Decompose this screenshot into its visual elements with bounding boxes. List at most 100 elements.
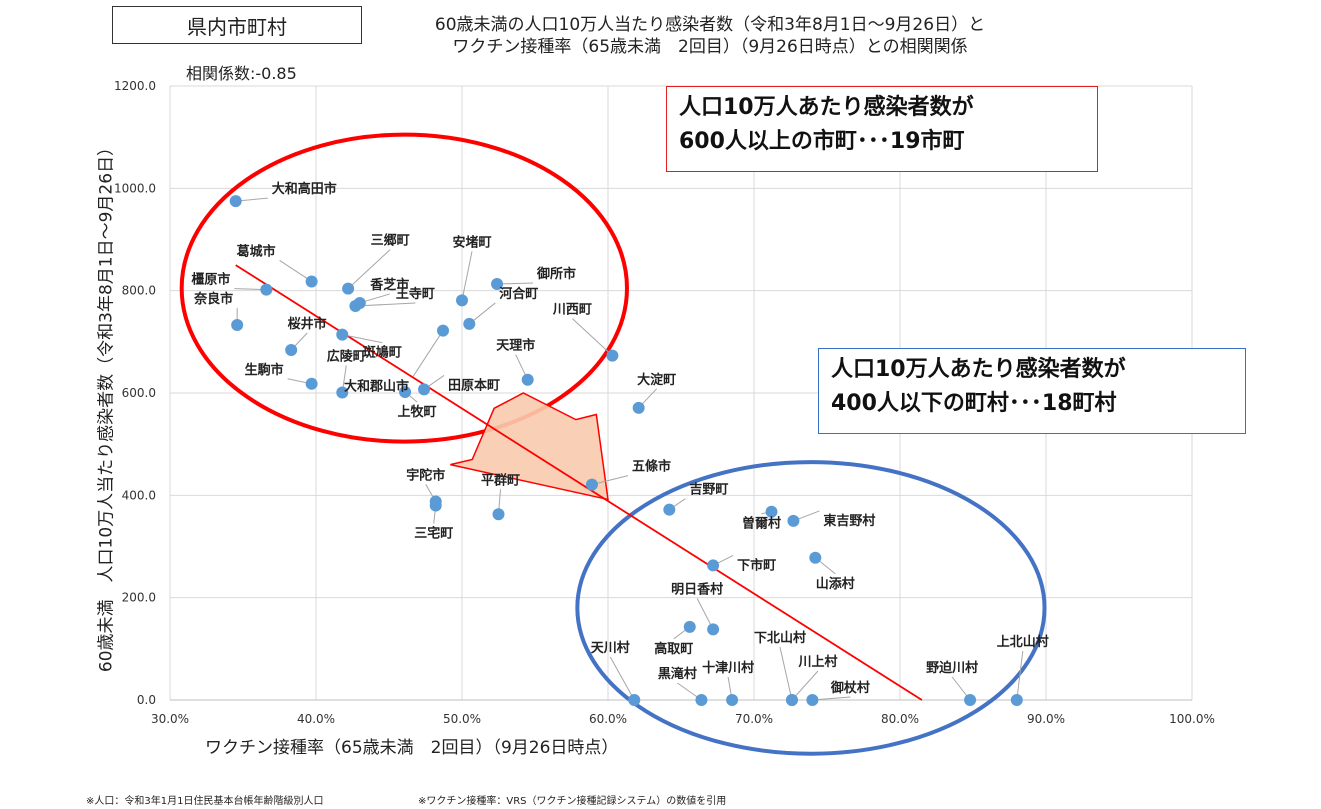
data-point bbox=[806, 694, 819, 706]
point-label: 天川村 bbox=[591, 640, 630, 656]
data-point bbox=[399, 385, 412, 398]
chart-title: 60歳未満の人口10万人当たり感染者数（令和3年8月1日～9月26日）と ワクチ… bbox=[380, 14, 1040, 58]
x-tick-label: 80.0% bbox=[881, 712, 919, 726]
point-label: 大淀町 bbox=[637, 372, 676, 388]
point-label: 安堵町 bbox=[452, 234, 491, 250]
point-label: 御杖村 bbox=[830, 680, 870, 696]
label-leader-line bbox=[355, 302, 416, 307]
point-label: 下北山村 bbox=[754, 630, 806, 646]
label-leader-line bbox=[779, 646, 793, 701]
label-leader-line bbox=[1016, 650, 1024, 701]
point-label: 天理市 bbox=[496, 338, 535, 354]
data-point bbox=[336, 328, 349, 341]
y-axis-label: 60歳未満 人口10万人当たり感染者数（令和3年8月1日～9月26日） bbox=[96, 138, 117, 673]
point-label: 平群町 bbox=[481, 472, 520, 488]
point-label: 王寺町 bbox=[396, 286, 435, 302]
x-tick-label: 90.0% bbox=[1027, 712, 1065, 726]
data-point bbox=[809, 551, 822, 564]
label-leader-line bbox=[609, 656, 635, 701]
low-infection-callout: 人口10万人あたり感染者数が 400人以下の町村･･･18町村 bbox=[818, 348, 1246, 434]
point-label: 五條市 bbox=[632, 459, 671, 475]
data-point bbox=[765, 505, 778, 518]
y-tick-label: 600.0 bbox=[122, 386, 156, 400]
high-infection-callout: 人口10万人あたり感染者数が 600人以上の市町･･･19市町 bbox=[666, 86, 1098, 172]
data-point bbox=[707, 623, 720, 636]
point-label: 上北山村 bbox=[997, 634, 1049, 650]
y-tick-label: 800.0 bbox=[122, 284, 156, 298]
point-label: 曽爾村 bbox=[742, 516, 781, 532]
low-callout-line1: 人口10万人あたり感染者数が bbox=[831, 357, 1126, 382]
y-tick-label: 1200.0 bbox=[114, 79, 156, 93]
high-callout-line2: 600人以上の市町･･･19市町 bbox=[679, 129, 965, 154]
data-point bbox=[285, 344, 298, 357]
data-point bbox=[683, 620, 696, 633]
data-point bbox=[349, 300, 362, 313]
point-label: 斑鳩町 bbox=[363, 345, 402, 361]
data-point bbox=[726, 694, 739, 706]
point-label: 野迫川村 bbox=[926, 660, 978, 676]
data-point bbox=[628, 694, 641, 706]
data-point bbox=[787, 514, 800, 527]
correlation-coefficient: 相関係数:-0.85 bbox=[186, 64, 297, 83]
data-point bbox=[632, 401, 645, 414]
data-point bbox=[260, 283, 273, 296]
low-cluster-ellipse bbox=[575, 460, 1047, 756]
data-point bbox=[231, 318, 244, 331]
data-point bbox=[491, 278, 504, 291]
point-label: 明日香村 bbox=[671, 581, 723, 597]
label-leader-line bbox=[279, 260, 312, 282]
point-label: 広陵町 bbox=[327, 348, 366, 364]
point-label: 下市町 bbox=[737, 557, 776, 573]
point-label: 奈良市 bbox=[193, 291, 233, 307]
data-point bbox=[418, 383, 431, 396]
label-leader-line bbox=[347, 249, 391, 289]
data-point bbox=[342, 282, 355, 295]
data-point bbox=[429, 499, 442, 512]
point-label: 河合町 bbox=[499, 286, 538, 302]
data-point bbox=[964, 694, 977, 706]
high-cluster-ellipse bbox=[179, 132, 629, 444]
point-label: 山添村 bbox=[816, 576, 855, 592]
point-label: 大和郡山市 bbox=[344, 379, 409, 395]
label-leader-line bbox=[572, 318, 613, 357]
data-point bbox=[707, 559, 720, 572]
region-tag: 県内市町村 bbox=[112, 6, 362, 44]
data-point bbox=[492, 508, 505, 521]
x-axis-label: ワクチン接種率（65歳未満 2回目）（9月26日時点） bbox=[205, 738, 619, 758]
data-points bbox=[229, 195, 1023, 706]
label-leader-lines bbox=[234, 197, 1024, 701]
point-label: 田原本町 bbox=[448, 377, 500, 393]
chart-title-line1: 60歳未満の人口10万人当たり感染者数（令和3年8月1日～9月26日）と bbox=[434, 15, 986, 35]
x-tick-label: 100.0% bbox=[1169, 712, 1215, 726]
label-leader-line bbox=[412, 330, 444, 377]
data-point bbox=[606, 349, 619, 362]
data-point bbox=[585, 478, 598, 491]
vaccine-source-note: ※ワクチン接種率：VRS（ワクチン接種記録システム）の数値を引用 bbox=[418, 796, 727, 807]
x-tick-label: 30.0% bbox=[151, 712, 189, 726]
point-label: 三郷町 bbox=[371, 234, 410, 249]
point-label: 東吉野村 bbox=[823, 513, 875, 529]
high-callout-line1: 人口10万人あたり感染者数が bbox=[679, 95, 974, 120]
region-tag-label: 県内市町村 bbox=[187, 14, 287, 39]
point-label: 大和高田市 bbox=[272, 181, 337, 197]
point-label: 十津川村 bbox=[702, 660, 754, 676]
data-point bbox=[521, 373, 534, 386]
point-label: 桜井市 bbox=[288, 316, 327, 332]
population-source-note: ※人口：令和3年1月1日住民基本台帳年齢階級別人口 bbox=[86, 796, 324, 807]
data-point bbox=[463, 317, 476, 330]
point-label: 川西町 bbox=[552, 303, 592, 318]
label-leader-line bbox=[591, 475, 629, 486]
trend-arrow bbox=[450, 392, 609, 501]
point-label: 上牧町 bbox=[398, 404, 437, 420]
point-label: 香芝市 bbox=[369, 277, 409, 293]
data-point bbox=[305, 377, 318, 390]
x-tick-label: 50.0% bbox=[443, 712, 481, 726]
point-label: 三宅町 bbox=[414, 526, 453, 542]
label-leader-line bbox=[812, 696, 851, 701]
data-point bbox=[336, 386, 349, 399]
point-label: 川上村 bbox=[797, 654, 837, 670]
label-leader-line bbox=[461, 251, 473, 301]
low-callout-line2: 400人以下の町村･･･18町村 bbox=[831, 391, 1117, 416]
x-tick-label: 60.0% bbox=[589, 712, 627, 726]
